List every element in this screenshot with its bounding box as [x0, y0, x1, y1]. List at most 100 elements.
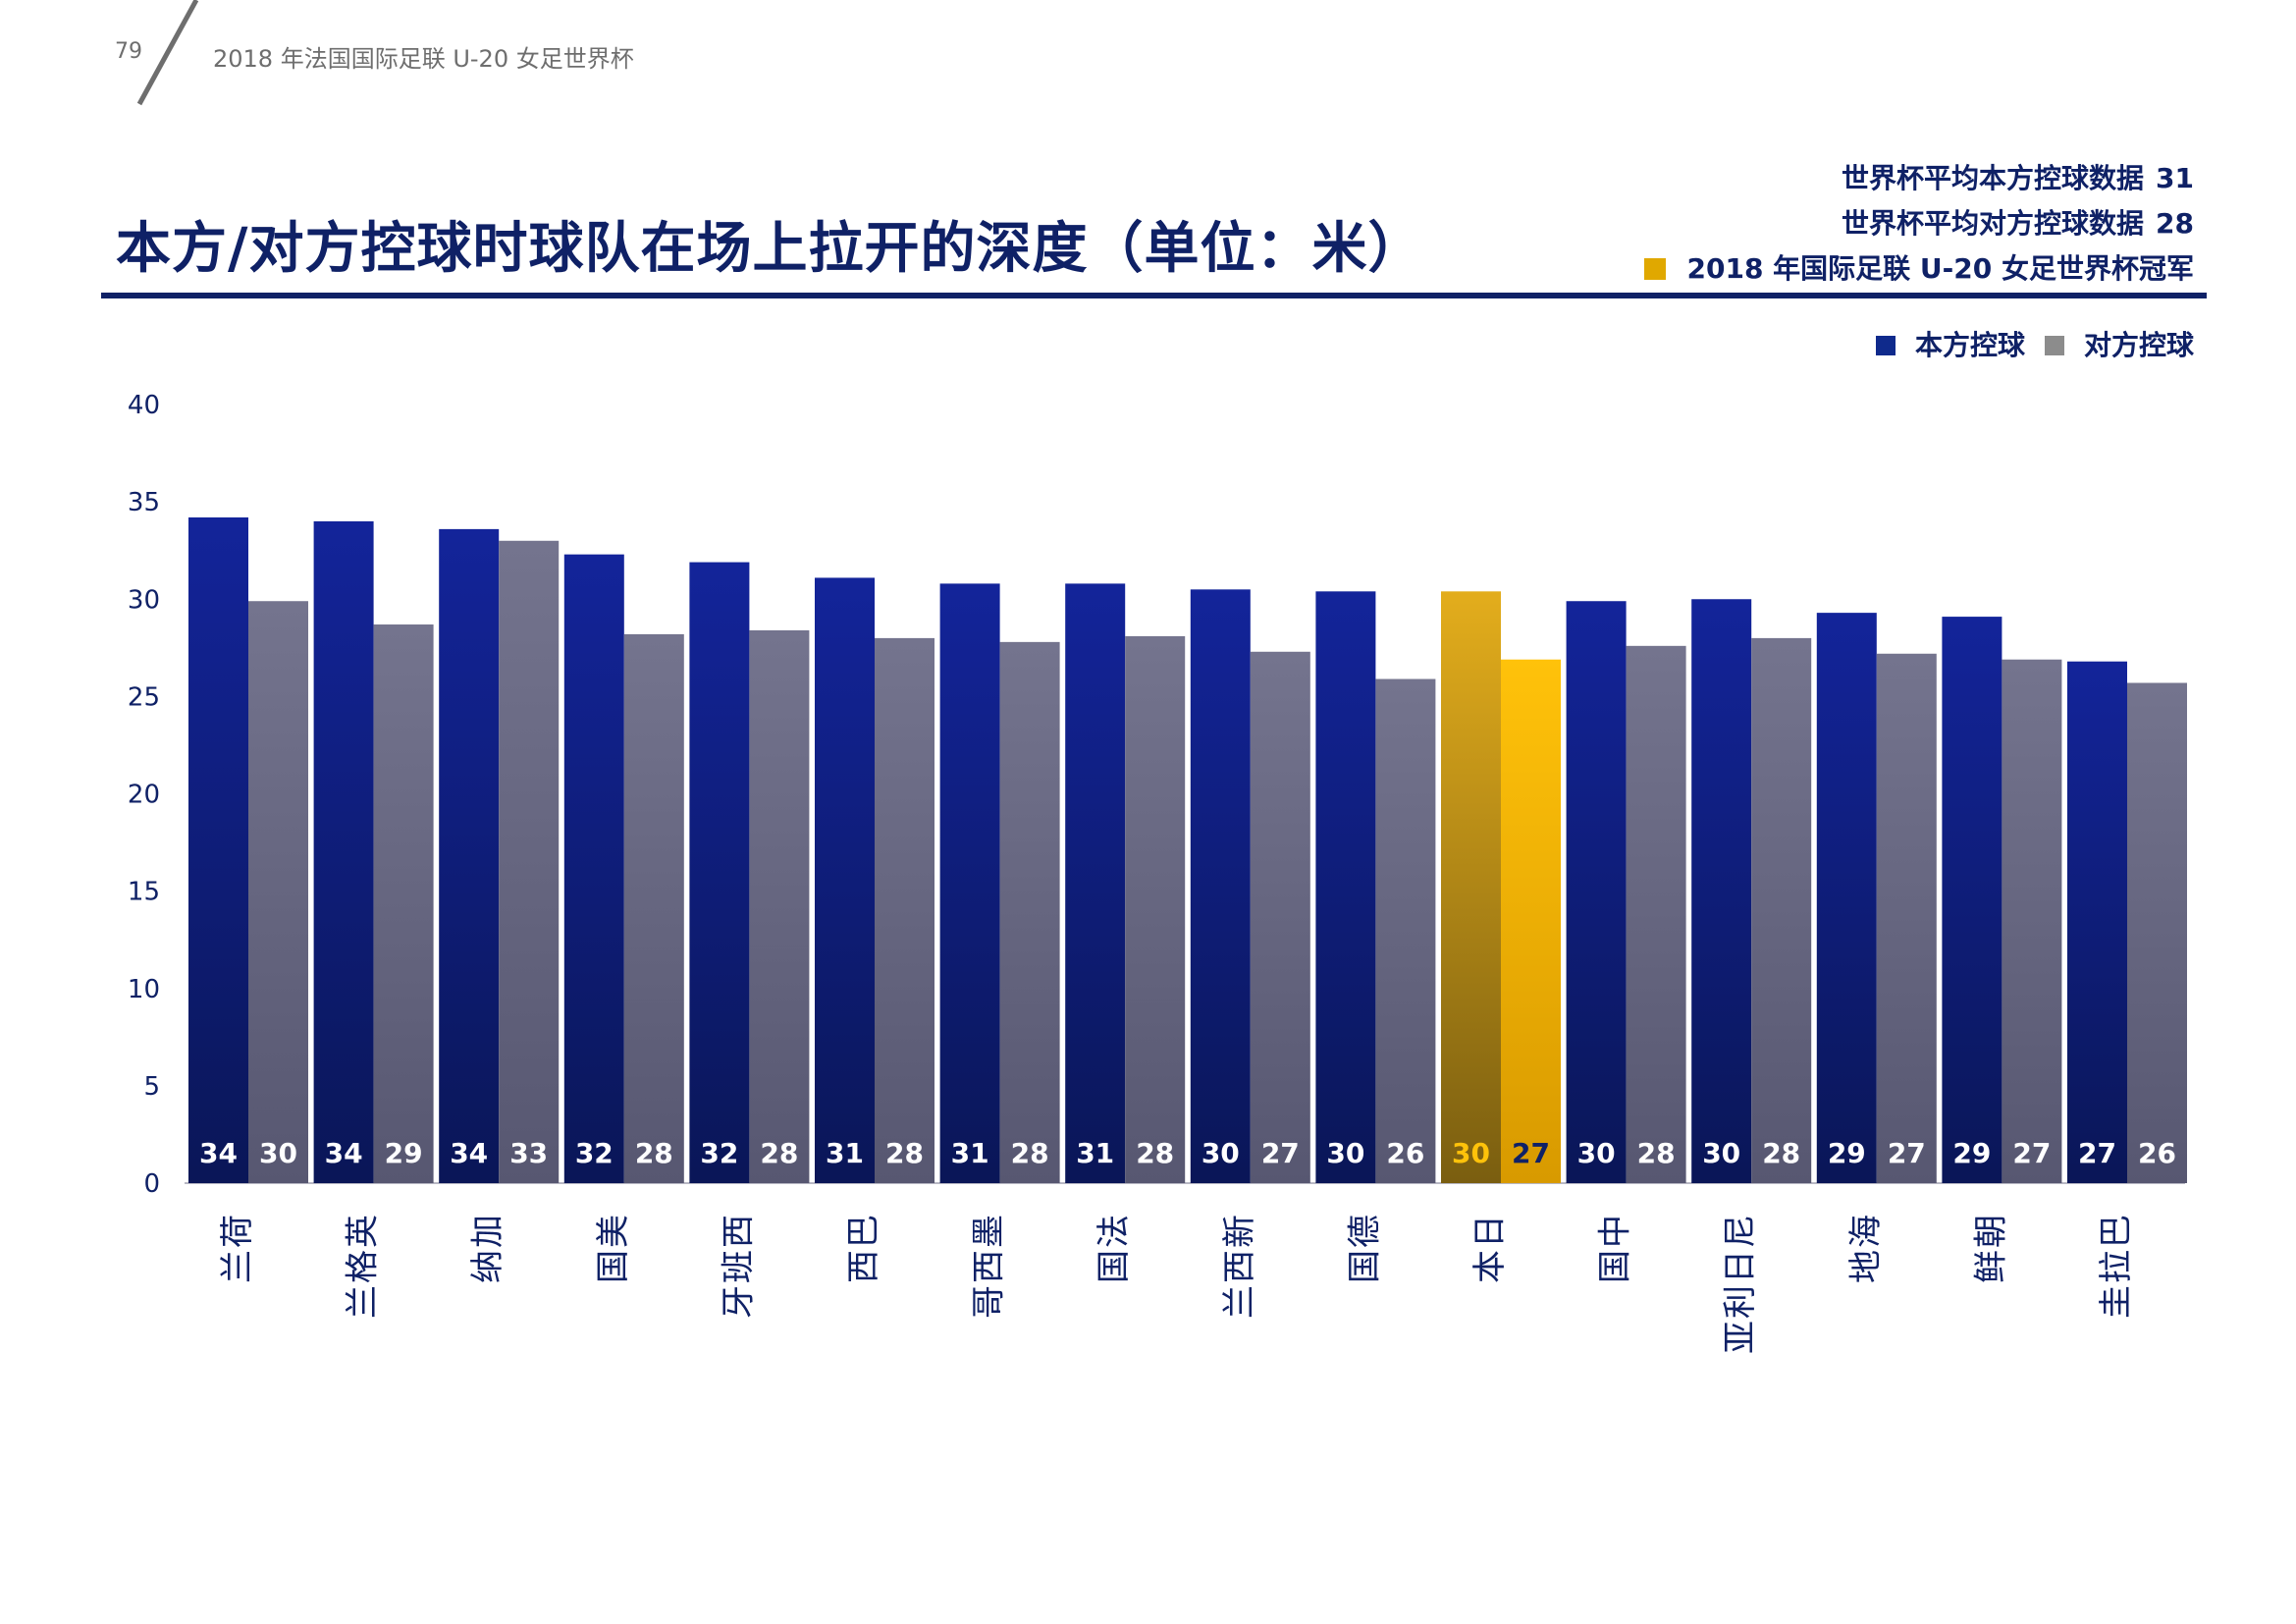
category-label: 国 — [1095, 1250, 1134, 1283]
category-label: 格 — [344, 1250, 383, 1283]
home-average-stat: 世界杯平均本方控球数据 31 — [1842, 157, 2194, 196]
bar-home — [689, 562, 750, 1183]
data-label-opp: 26 — [2138, 1137, 2176, 1169]
category-label: 西 — [970, 1250, 1009, 1283]
bar-opp — [373, 624, 434, 1183]
bar-home — [939, 583, 1000, 1183]
bar-home — [563, 554, 624, 1183]
bar-opp — [499, 540, 560, 1183]
chart-legend: 本方控球 对方控球 — [1875, 324, 2194, 363]
bar-home — [1691, 599, 1752, 1183]
y-tick-label: 0 — [143, 1169, 160, 1199]
y-tick-label: 30 — [128, 585, 160, 615]
bar-home — [1315, 591, 1376, 1183]
category-label: 巴 — [844, 1215, 883, 1248]
bar-home — [313, 520, 374, 1183]
category-label: 日 — [1721, 1250, 1760, 1283]
category-label: 日 — [1470, 1215, 1510, 1248]
bar-home — [1566, 601, 1627, 1183]
document-header-title: 2018 年法国国际足联 U-20 女足世界杯 — [213, 45, 634, 73]
bar-home — [188, 516, 248, 1183]
category-label: 加 — [468, 1215, 507, 1248]
data-label-opp: 28 — [1762, 1137, 1800, 1169]
bar-opp — [248, 601, 308, 1183]
champion-legend: 2018 年国际足联 U-20 女足世界杯冠军 — [1643, 247, 2195, 287]
category-label: 巴 — [2097, 1215, 2136, 1248]
home-average-value: 31 — [2156, 162, 2194, 194]
y-tick-label: 5 — [143, 1072, 160, 1102]
data-label-home: 30 — [1201, 1137, 1240, 1169]
y-tick-label: 15 — [128, 878, 160, 907]
y-tick-label: 35 — [128, 488, 160, 517]
bar-opp — [2002, 659, 2062, 1183]
data-label-home: 29 — [1952, 1137, 1991, 1169]
data-label-opp: 27 — [1261, 1137, 1300, 1169]
category-label: 国 — [1596, 1250, 1635, 1283]
data-label-opp: 33 — [509, 1137, 548, 1169]
data-label-home: 29 — [1828, 1137, 1866, 1169]
bar-opp — [1626, 645, 1686, 1183]
category-label: 德 — [1345, 1215, 1384, 1248]
category-label: 兰 — [1220, 1285, 1259, 1319]
category-label: 国 — [594, 1250, 633, 1283]
data-label-home: 30 — [1702, 1137, 1740, 1169]
category-label: 荷 — [218, 1215, 257, 1248]
data-label-opp: 28 — [1136, 1137, 1174, 1169]
category-label: 纳 — [468, 1250, 507, 1283]
data-label-opp: 26 — [1386, 1137, 1424, 1169]
home-average-label: 世界杯平均本方控球数据 — [1842, 162, 2145, 194]
category-label: 兰 — [344, 1285, 383, 1319]
data-label-home: 31 — [826, 1137, 864, 1169]
category-label: 朝 — [1971, 1215, 2010, 1248]
category-label: 兰 — [218, 1250, 257, 1283]
category-label: 利 — [1721, 1285, 1760, 1319]
category-label: 班 — [719, 1250, 758, 1283]
bar-home — [2067, 661, 2127, 1183]
data-label-opp: 28 — [760, 1137, 798, 1169]
data-label-home: 27 — [2078, 1137, 2116, 1169]
legend-home-label: 本方控球 — [1914, 329, 2025, 361]
bar-opp — [2127, 682, 2187, 1183]
data-label-home: 30 — [1326, 1137, 1364, 1169]
bar-home — [1942, 617, 2002, 1183]
data-label-home: 30 — [1577, 1137, 1616, 1169]
header-slash-divider — [136, 0, 199, 106]
category-label: 法 — [1095, 1215, 1134, 1248]
category-label: 西 — [719, 1215, 758, 1248]
title-underline — [101, 293, 2207, 298]
y-tick-label: 25 — [128, 682, 160, 712]
category-label: 鲜 — [1971, 1250, 2010, 1283]
category-label: 中 — [1596, 1215, 1635, 1248]
category-label: 拉 — [2097, 1250, 2136, 1283]
champion-swatch — [1643, 258, 1666, 280]
data-label-home: 30 — [1452, 1137, 1490, 1169]
page-number: 79 — [115, 39, 142, 64]
category-label: 西 — [844, 1250, 883, 1283]
data-label-home: 34 — [450, 1137, 488, 1169]
champion-label: 2018 年国际足联 U-20 女足世界杯冠军 — [1686, 252, 2195, 285]
data-label-home: 34 — [325, 1137, 363, 1169]
data-label-opp: 27 — [1512, 1137, 1550, 1169]
category-label: 牙 — [719, 1285, 758, 1319]
legend-opp-label: 对方控球 — [2083, 329, 2194, 361]
data-label-opp: 29 — [385, 1137, 423, 1169]
y-tick-label: 10 — [128, 975, 160, 1004]
data-label-opp: 28 — [1637, 1137, 1676, 1169]
category-label: 圭 — [2097, 1285, 2136, 1319]
category-label: 海 — [1846, 1215, 1886, 1248]
y-tick-label: 20 — [128, 781, 160, 810]
bar-home — [1441, 591, 1501, 1183]
bar-opp — [1125, 635, 1186, 1183]
legend-home-swatch — [1875, 336, 1896, 355]
bar-home — [1816, 613, 1877, 1183]
opp-average-stat: 世界杯平均对方控球数据 28 — [1842, 202, 2194, 242]
y-tick-label: 40 — [128, 391, 160, 420]
bar-opp — [1250, 651, 1310, 1183]
bar-opp — [1876, 653, 1937, 1183]
legend-opp-swatch — [2044, 336, 2064, 355]
bar-home — [815, 577, 875, 1183]
category-label: 墨 — [970, 1215, 1009, 1248]
category-label: 英 — [344, 1215, 383, 1248]
data-label-opp: 28 — [635, 1137, 673, 1169]
opp-average-label: 世界杯平均对方控球数据 — [1842, 207, 2145, 240]
